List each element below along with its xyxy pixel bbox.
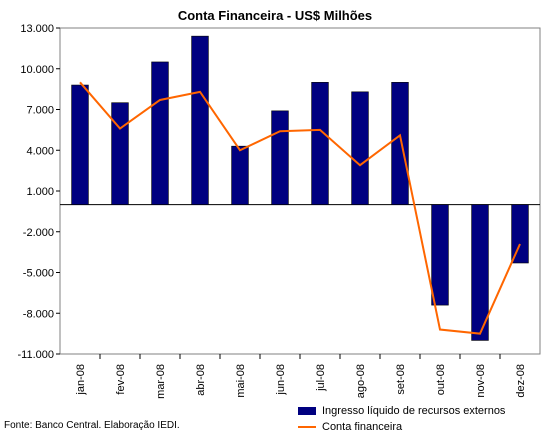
legend-swatch-line [298, 426, 316, 428]
legend-label-bars: Ingresso líquido de recursos externos [322, 405, 506, 417]
x-tick-label: fev-08 [115, 364, 127, 395]
y-tick-label: -5.000 [23, 268, 54, 280]
bar [231, 145, 249, 205]
series-line [79, 81, 521, 335]
bar [351, 91, 369, 205]
chart-title: Conta Financeira - US$ Milhões [177, 8, 373, 23]
x-tick-label: jul-08 [315, 364, 327, 392]
y-tick-label: 13.000 [20, 23, 54, 35]
y-tick-label: -2.000 [23, 227, 54, 239]
bar [471, 204, 489, 341]
y-tick-label: 1.000 [26, 186, 54, 198]
bar [391, 82, 409, 205]
x-tick-label: dez-08 [515, 364, 527, 398]
legend-label-line: Conta financeira [322, 421, 403, 433]
y-tick-label: 7.000 [26, 105, 54, 117]
y-tick-label: -11.000 [18, 349, 55, 361]
y-tick-label: 10.000 [20, 64, 54, 76]
source-note: Fonte: Banco Central. Elaboração IEDI. [4, 420, 180, 431]
x-tick-label: jan-08 [75, 364, 87, 396]
x-tick-label: jun-08 [275, 364, 287, 396]
x-tick-label: set-08 [395, 364, 407, 395]
legend-item-bars: Ingresso líquido de recursos externos [298, 403, 505, 419]
x-tick-label: mar-08 [155, 364, 167, 399]
x-tick-label: ago-08 [355, 364, 367, 398]
bar [151, 61, 169, 205]
y-tick-label: -8.000 [23, 308, 54, 320]
legend-swatch-bars [298, 407, 316, 415]
chart-plot: 13.000 10.000 7.000 4.000 1.000 -2.000 -5.000 -… [18, 23, 541, 399]
bar [511, 204, 529, 264]
bar [71, 84, 89, 205]
x-tick-label: nov-08 [475, 364, 487, 398]
legend-item-line: Conta financeira [298, 419, 505, 435]
x-tick-label: out-08 [435, 364, 447, 395]
bar [271, 110, 289, 205]
x-tick-label: abr-08 [195, 364, 207, 396]
bar [311, 82, 329, 205]
x-tick-label: mai-08 [235, 364, 247, 398]
legend: Ingresso líquido de recursos externos Co… [298, 403, 505, 435]
bar [431, 204, 449, 306]
y-tick-label: 4.000 [26, 145, 54, 157]
bar [111, 102, 129, 205]
bar [191, 35, 209, 205]
plot-frame [59, 27, 541, 355]
